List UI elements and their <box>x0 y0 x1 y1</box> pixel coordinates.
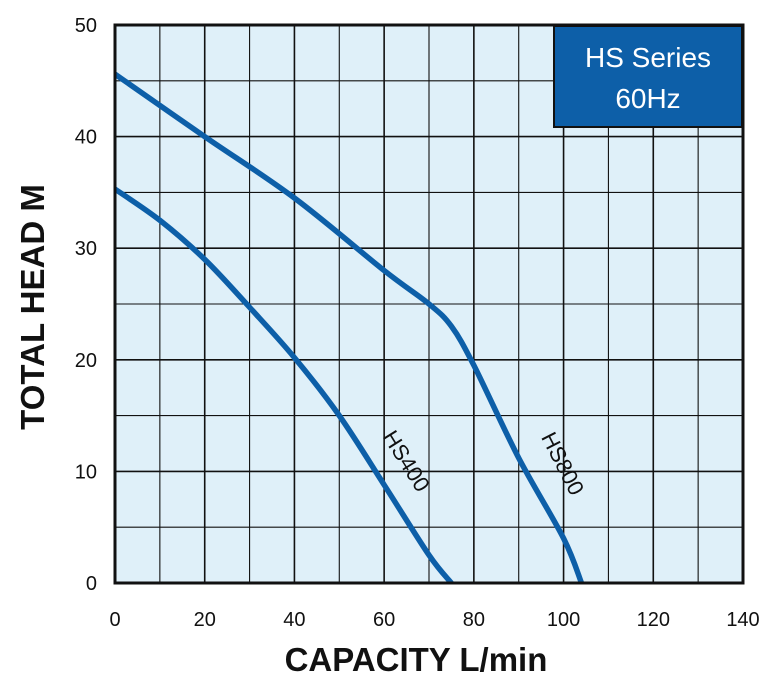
series-line-hs800 <box>115 71 585 583</box>
legend-subtitle: 60Hz <box>615 83 680 114</box>
y-axis-title: TOTAL HEAD M <box>14 184 51 430</box>
x-tick-label: 100 <box>547 609 580 631</box>
x-axis-title: CAPACITY L/min <box>285 641 548 678</box>
legend-title: HS Series <box>585 42 711 73</box>
x-tick-label: 40 <box>283 609 305 631</box>
x-tick-label: 60 <box>373 609 395 631</box>
x-tick-label: 120 <box>637 609 670 631</box>
x-tick-label: 0 <box>109 609 120 631</box>
x-axis-ticks: 0 20 40 60 80 100 120 140 <box>109 609 759 631</box>
legend-box-background <box>553 25 743 128</box>
y-tick-label: 20 <box>75 350 97 372</box>
y-tick-label: 30 <box>75 238 97 260</box>
plot-frame <box>113 23 745 585</box>
curves <box>115 71 585 583</box>
x-tick-label: 20 <box>194 609 216 631</box>
y-tick-label: 50 <box>75 15 97 37</box>
x-tick-label: 140 <box>726 609 759 631</box>
y-tick-label: 0 <box>86 573 97 595</box>
series-line-hs400 <box>115 186 454 583</box>
x-tick-label: 80 <box>463 609 485 631</box>
y-tick-label: 10 <box>75 461 97 483</box>
grid <box>115 25 743 583</box>
y-tick-label: 40 <box>75 127 97 149</box>
y-axis-ticks: 0 10 20 30 40 50 <box>75 15 97 595</box>
legend-box: HS Series 60Hz <box>553 25 743 128</box>
